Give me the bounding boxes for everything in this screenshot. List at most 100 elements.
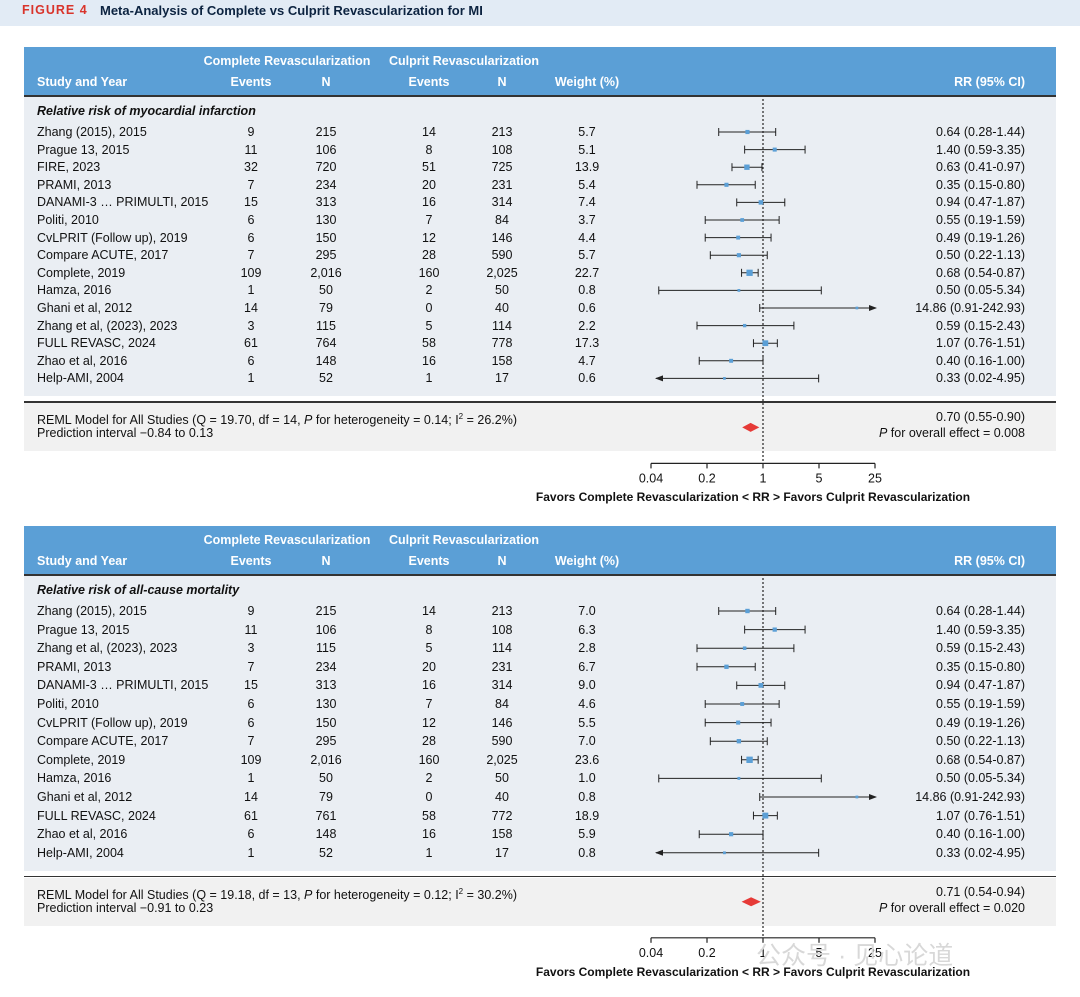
weight-value: 0.6 [578,301,596,315]
weight-value: 7.0 [578,604,596,618]
culprit-n: 108 [491,622,513,637]
study-name: Ghani et al, 2012 [37,790,133,804]
complete-events: 9 [247,604,255,618]
rr-ci-value: 0.40 (0.16-1.00) [936,827,1025,842]
x-axis-tick-label: 5 [816,946,823,960]
culprit-n: 114 [492,641,512,656]
point-estimate [736,235,741,240]
complete-events: 3 [247,641,255,656]
weight-value: 4.4 [578,230,596,245]
summary-rule [24,875,1056,878]
pooled-rr-ci: 0.71 (0.54-0.94) [936,884,1025,899]
culprit-events: 20 [422,659,436,674]
header-group-culprit: Culprit Revascularization [388,54,540,68]
model-p-symbol: P [304,413,313,428]
header-group-culprit: Culprit Revascularization [388,533,540,547]
culprit-n: 2,025 [486,265,518,280]
culprit-events: 7 [425,697,433,711]
complete-n: 313 [315,678,337,693]
complete-events: 61 [244,808,258,823]
x-axis-tick-label: 0.04 [639,471,663,485]
complete-events: 6 [247,353,255,368]
x-axis-tick-label: 5 [816,471,823,485]
complete-n: 720 [315,160,337,175]
watermark: 公众号 · 见心论道 [756,942,954,970]
weight-value: 0.6 [578,371,596,386]
rr-ci-value: 0.50 (0.05-5.34) [936,283,1025,298]
rr-ci-value: 1.40 (0.59-3.35) [936,622,1025,637]
model-p-symbol: P [304,887,313,902]
complete-events: 32 [244,160,258,175]
culprit-n: 2,025 [486,752,518,767]
complete-events: 6 [247,230,255,245]
complete-events: 6 [247,213,255,227]
study-name: Zhang (2015), 2015 [37,604,147,618]
study-name: Compare ACUTE, 2017 [37,734,169,749]
rr-ci-value: 14.86 (0.91-242.93) [915,790,1025,804]
rr-ci-value: 0.55 (0.19-1.59) [936,213,1025,227]
culprit-events: 51 [422,160,436,175]
point-estimate [746,756,753,763]
header-n-complete: N [321,75,331,89]
rr-ci-value: 0.55 (0.19-1.59) [936,697,1025,711]
model-summary: REML Model for All Studies (Q = 19.70, d… [37,410,517,427]
culprit-n: 213 [491,604,513,618]
culprit-n: 158 [491,353,513,368]
culprit-n: 213 [491,125,513,139]
rr-ci-value: 0.33 (0.02-4.95) [936,845,1025,860]
study-name: FIRE, 2023 [37,160,101,175]
culprit-events: 14 [422,125,436,139]
rr-ci-value: 0.33 (0.02-4.95) [936,371,1025,386]
rr-ci-value: 1.40 (0.59-3.35) [936,142,1025,157]
culprit-n: 231 [491,177,513,192]
header-events-culprit: Events [408,554,450,568]
complete-events: 11 [244,622,258,637]
point-estimate [736,720,741,725]
study-name: Ghani et al, 2012 [37,301,133,315]
x-axis-tick-label: 1 [760,471,767,485]
culprit-n: 231 [491,659,513,674]
study-name: FULL REVASC, 2024 [37,808,156,823]
header-rr: RR (95% CI) [954,75,1025,89]
model-i2-superscript: 2 [458,886,464,896]
weight-value: 2.2 [578,318,596,333]
culprit-n: 84 [495,213,509,227]
point-estimate [772,627,777,632]
x-axis-tick-label: 1 [760,946,767,960]
complete-n: 313 [315,195,337,210]
rr-ci-value: 0.49 (0.19-1.26) [936,230,1025,245]
culprit-events: 8 [425,622,433,637]
rr-ci-value: 0.68 (0.54-0.87) [936,265,1025,280]
study-name: Politi, 2010 [37,213,99,227]
study-name: Zhang (2015), 2015 [37,125,147,139]
complete-events: 14 [244,790,258,804]
point-estimate [729,358,734,363]
study-name: PRAMI, 2013 [37,177,112,192]
header-weight: Weight (%) [554,554,620,568]
header-n-complete: N [321,554,331,568]
weight-value: 4.6 [578,697,596,711]
culprit-n: 108 [491,142,513,157]
model-i2-superscript: 2 [458,412,464,422]
table-header: Complete Revascularization Culprit Revasc… [24,526,1056,574]
culprit-n: 146 [491,230,513,245]
model-text-pre: REML Model for All Studies (Q = 19.18, d… [37,887,305,902]
culprit-n: 314 [491,678,513,693]
weight-value: 7.0 [578,734,596,749]
weight-value: 13.9 [574,160,600,175]
culprit-events: 5 [425,641,433,656]
x-axis-tick-label: 25 [868,471,882,485]
forest-plot: 0.04 0.2 1 5 25 [639,99,882,485]
x-axis-tick-label: 0.2 [698,471,715,485]
model-text-mid: for heterogeneity = 0.12; I [312,887,459,902]
x-axis-tick-label: 0.2 [698,946,715,960]
point-estimate [742,323,747,328]
weight-value: 6.7 [578,659,596,674]
point-estimate [855,306,859,310]
complete-n: 130 [315,697,337,711]
study-name: Prague 13, 2015 [37,622,130,637]
study-name: Hamza, 2016 [37,771,112,786]
model-text-pre: REML Model for All Studies (Q = 19.70, d… [37,413,305,428]
weight-value: 5.9 [578,827,596,842]
x-axis-title: Favors Complete Revascularization < RR >… [535,490,971,505]
